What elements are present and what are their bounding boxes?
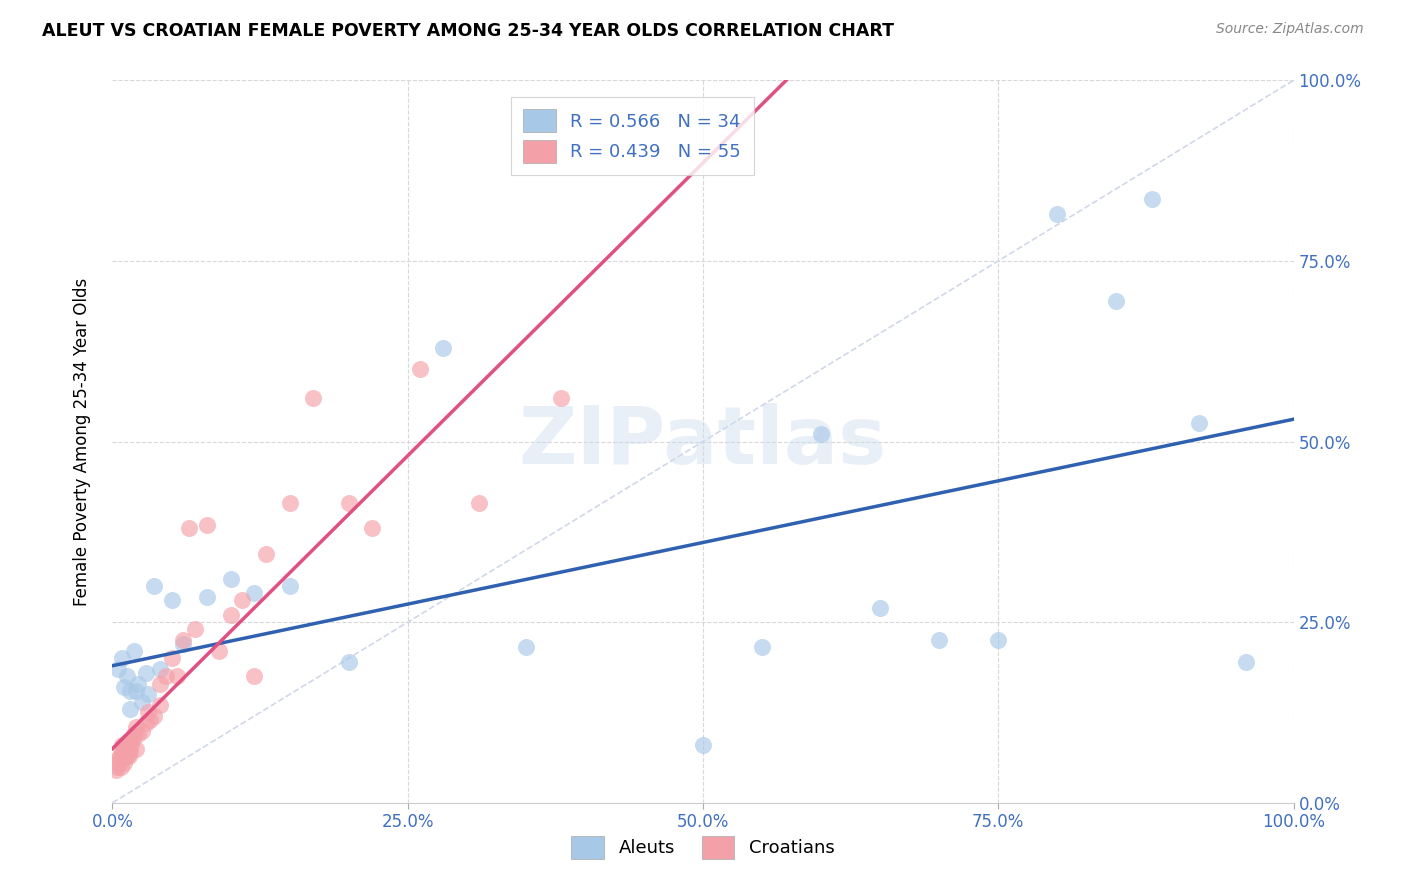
Point (122, 727, 145, 741)
Point (117, 745, 139, 759)
Point (1188, 417, 1211, 431)
Point (111, 752, 134, 766)
Point (125, 741, 148, 756)
Point (550, 391, 572, 405)
Point (112, 748, 135, 763)
Point (928, 633, 950, 648)
Point (111, 651, 134, 665)
Point (278, 496, 301, 510)
Text: Source: ZipAtlas.com: Source: ZipAtlas.com (1216, 22, 1364, 37)
Point (219, 572, 242, 586)
Point (149, 662, 172, 676)
Point (184, 623, 207, 637)
Point (131, 695, 153, 709)
Point (208, 644, 231, 658)
Point (142, 709, 165, 723)
Point (987, 633, 1010, 648)
Point (120, 738, 142, 752)
Point (172, 637, 194, 651)
Legend: Aleuts, Croatians: Aleuts, Croatians (564, 829, 842, 866)
Point (1234, 655, 1257, 669)
Point (112, 680, 135, 694)
Point (115, 748, 138, 763)
Point (112, 741, 135, 756)
Point (131, 723, 153, 738)
Point (139, 713, 162, 727)
Point (110, 741, 132, 756)
Point (114, 745, 136, 759)
Point (112, 738, 135, 752)
Point (195, 590, 218, 604)
Point (114, 738, 136, 752)
Point (751, 640, 773, 655)
Point (112, 756, 135, 770)
Point (105, 760, 128, 774)
Text: ALEUT VS CROATIAN FEMALE POVERTY AMONG 25-34 YEAR OLDS CORRELATION CHART: ALEUT VS CROATIAN FEMALE POVERTY AMONG 2… (42, 22, 894, 40)
Point (107, 662, 129, 676)
Point (869, 600, 891, 615)
Point (337, 655, 360, 669)
Point (111, 738, 134, 752)
Point (692, 738, 714, 752)
Point (122, 644, 145, 658)
Point (155, 669, 177, 683)
Point (243, 669, 266, 683)
Point (408, 362, 430, 376)
Point (219, 607, 242, 622)
Point (1046, 207, 1069, 221)
Point (149, 698, 172, 713)
Point (117, 734, 139, 748)
Point (361, 521, 384, 535)
Point (432, 341, 454, 355)
Y-axis label: Female Poverty Among 25-34 Year Olds: Female Poverty Among 25-34 Year Olds (73, 277, 91, 606)
Point (120, 702, 142, 716)
Point (107, 752, 129, 766)
Point (136, 687, 159, 701)
Point (120, 745, 142, 759)
Point (149, 676, 172, 690)
Point (810, 427, 832, 442)
Point (127, 676, 149, 690)
Point (278, 579, 301, 593)
Point (107, 756, 129, 770)
Point (515, 640, 537, 655)
Point (121, 731, 143, 745)
Point (160, 593, 183, 607)
Point (1140, 193, 1163, 207)
Point (135, 716, 157, 731)
Point (243, 586, 266, 600)
Point (125, 683, 148, 698)
Point (195, 517, 218, 532)
Point (337, 496, 360, 510)
Point (125, 720, 148, 734)
Point (127, 727, 149, 741)
Point (120, 683, 142, 698)
Point (172, 633, 194, 648)
Point (105, 764, 128, 778)
Point (135, 665, 157, 680)
Point (115, 738, 138, 752)
Point (120, 734, 142, 748)
Point (302, 391, 325, 405)
Point (166, 669, 188, 683)
Text: ZIPatlas: ZIPatlas (519, 402, 887, 481)
Point (112, 748, 135, 763)
Point (231, 593, 253, 607)
Point (467, 496, 489, 510)
Point (115, 669, 138, 683)
Point (179, 521, 201, 535)
Point (136, 706, 159, 720)
Point (142, 579, 165, 593)
Point (1105, 293, 1128, 308)
Point (254, 547, 277, 561)
Point (118, 748, 141, 763)
Point (160, 651, 183, 665)
Point (108, 748, 131, 763)
Point (110, 760, 132, 774)
